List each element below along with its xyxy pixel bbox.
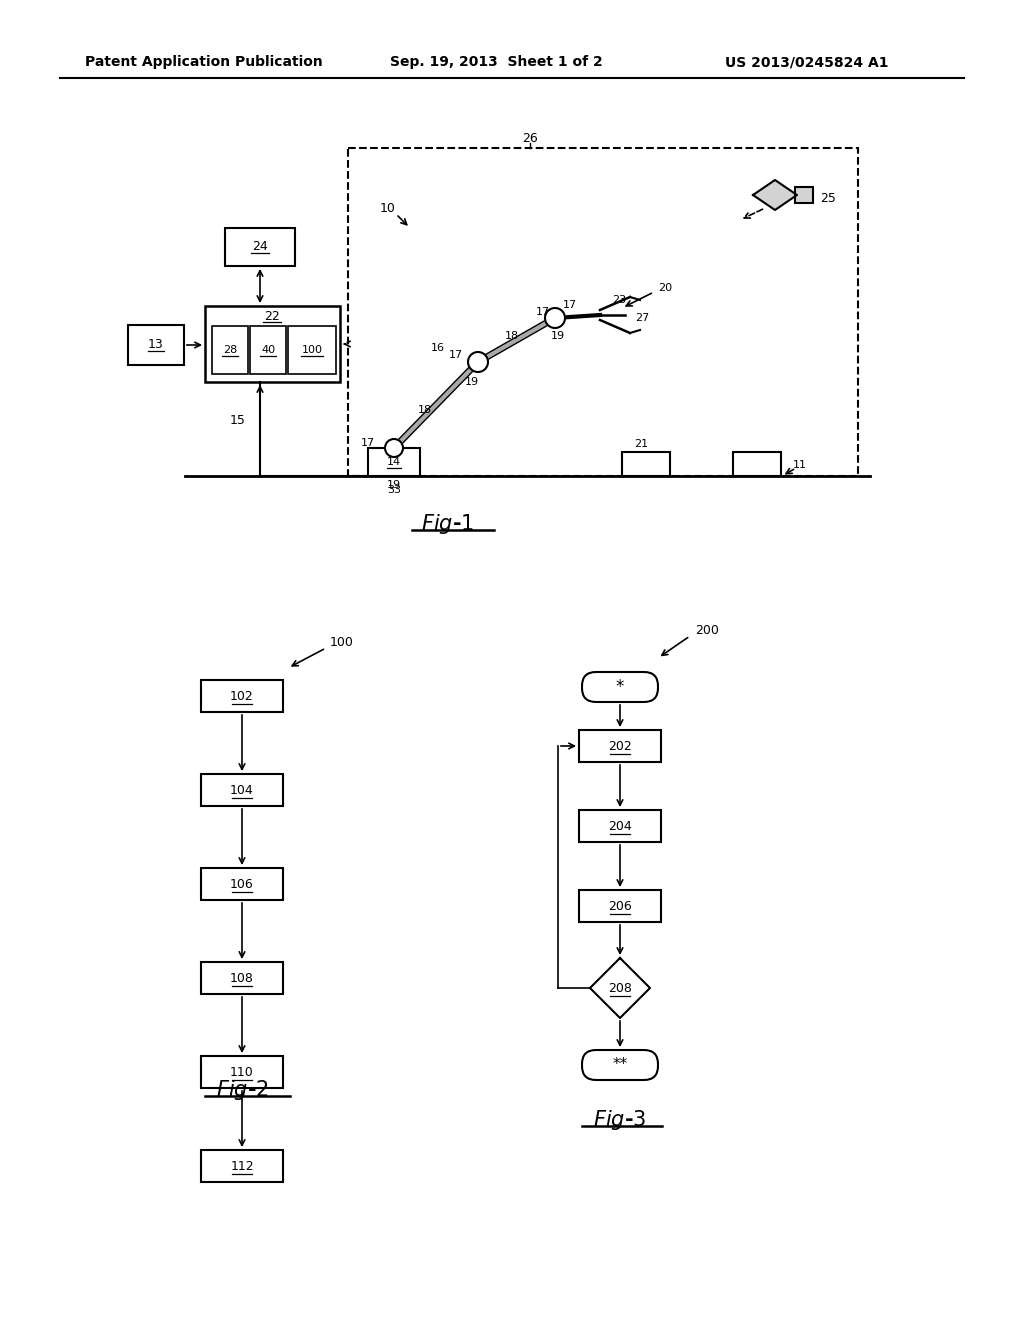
Text: 14: 14: [387, 457, 401, 467]
Bar: [288, 326, 336, 374]
Text: *: *: [615, 678, 625, 696]
Text: 10: 10: [380, 202, 396, 214]
Text: 25: 25: [820, 191, 836, 205]
Bar: [250, 326, 286, 374]
Bar: [579, 890, 662, 921]
Text: 108: 108: [230, 972, 254, 985]
Text: 106: 106: [230, 878, 254, 891]
Text: 112: 112: [230, 1159, 254, 1172]
FancyBboxPatch shape: [582, 672, 658, 702]
Bar: [348, 148, 858, 477]
Bar: [579, 810, 662, 842]
Polygon shape: [590, 958, 650, 1018]
FancyBboxPatch shape: [582, 1049, 658, 1080]
Bar: [622, 451, 670, 477]
Text: 13: 13: [148, 338, 164, 351]
Bar: [579, 730, 662, 762]
Bar: [201, 680, 283, 711]
Text: 17: 17: [449, 350, 463, 360]
Text: 104: 104: [230, 784, 254, 796]
Bar: [201, 774, 283, 807]
Text: 100: 100: [301, 345, 323, 355]
Text: 208: 208: [608, 982, 632, 994]
Text: $\it{Fig}$-$\it{3}$: $\it{Fig}$-$\it{3}$: [593, 1107, 647, 1133]
Circle shape: [468, 352, 488, 372]
Circle shape: [385, 440, 403, 457]
Text: 100: 100: [330, 635, 354, 648]
Text: $\it{Fig}$-$\it{1}$: $\it{Fig}$-$\it{1}$: [422, 512, 474, 536]
Bar: [201, 962, 283, 994]
Text: 18: 18: [418, 405, 432, 414]
Text: 28: 28: [223, 345, 238, 355]
Text: 27: 27: [635, 313, 649, 323]
Bar: [795, 187, 813, 203]
Bar: [368, 447, 420, 477]
Polygon shape: [753, 180, 797, 210]
Text: 26: 26: [522, 132, 538, 144]
Text: US 2013/0245824 A1: US 2013/0245824 A1: [725, 55, 889, 69]
Text: 20: 20: [658, 282, 672, 293]
Bar: [212, 326, 248, 374]
Text: 206: 206: [608, 899, 632, 912]
Text: Patent Application Publication: Patent Application Publication: [85, 55, 323, 69]
Text: 204: 204: [608, 820, 632, 833]
Text: 24: 24: [252, 240, 268, 253]
Text: 19: 19: [465, 378, 479, 387]
Bar: [205, 306, 340, 381]
Bar: [225, 228, 295, 267]
Text: 17: 17: [563, 300, 578, 310]
Text: 23: 23: [612, 294, 626, 305]
Bar: [201, 1056, 283, 1088]
Text: 15: 15: [230, 413, 246, 426]
Text: 102: 102: [230, 689, 254, 702]
Bar: [128, 325, 184, 366]
Text: 200: 200: [695, 623, 719, 636]
Text: 21: 21: [634, 440, 648, 449]
Text: 16: 16: [431, 343, 445, 352]
Text: 11: 11: [793, 459, 807, 470]
Text: 19: 19: [551, 331, 565, 341]
Text: 40: 40: [261, 345, 275, 355]
Text: $\it{Fig}$-$\it{2}$: $\it{Fig}$-$\it{2}$: [216, 1078, 268, 1102]
Bar: [201, 1150, 283, 1181]
Text: 18: 18: [505, 331, 519, 341]
Bar: [201, 869, 283, 900]
Text: 17: 17: [536, 308, 550, 317]
Text: 202: 202: [608, 739, 632, 752]
Text: 17: 17: [360, 438, 375, 447]
Text: **: **: [612, 1057, 628, 1072]
Text: 19: 19: [387, 480, 401, 490]
Text: 110: 110: [230, 1065, 254, 1078]
Text: Sep. 19, 2013  Sheet 1 of 2: Sep. 19, 2013 Sheet 1 of 2: [390, 55, 603, 69]
Circle shape: [545, 308, 565, 327]
Text: 33: 33: [387, 484, 401, 495]
Text: 22: 22: [264, 309, 280, 322]
Bar: [733, 451, 781, 477]
